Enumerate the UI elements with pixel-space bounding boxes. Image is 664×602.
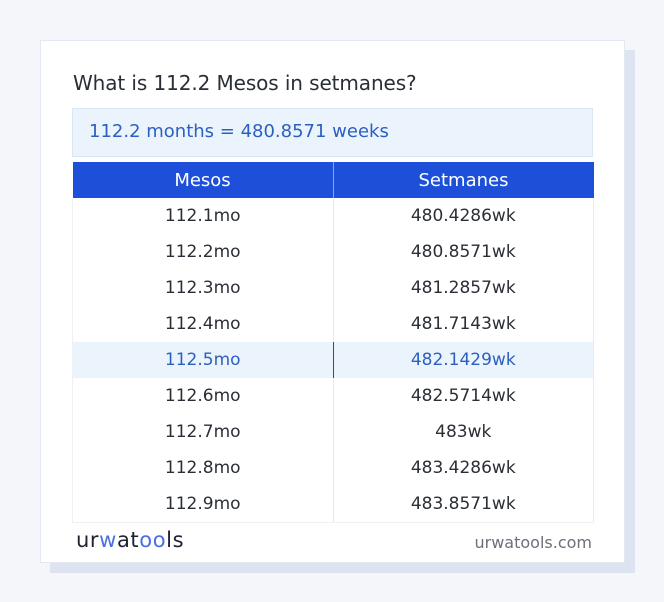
- result-text: 112.2 months = 480.8571 weeks: [89, 121, 389, 142]
- cell-weeks: 481.2857wk: [333, 270, 594, 306]
- cell-weeks: 483.4286wk: [333, 450, 594, 486]
- urwatools-logo[interactable]: urwatools: [76, 528, 184, 552]
- cell-weeks: 482.1429wk: [333, 342, 594, 378]
- header-mesos: Mesos: [72, 162, 334, 198]
- cell-months: 112.5mo: [72, 342, 334, 378]
- cell-months: 112.9mo: [72, 486, 334, 523]
- result-box: 112.2 months = 480.8571 weeks: [72, 108, 593, 157]
- converter-card: What is 112.2 Mesos in setmanes? 112.2 m…: [40, 40, 625, 563]
- site-link[interactable]: urwatools.com: [474, 533, 593, 552]
- cell-months: 112.3mo: [72, 270, 334, 306]
- cell-weeks: 483.8571wk: [333, 486, 594, 523]
- table-row: 112.4mo 481.7143wk: [72, 306, 594, 342]
- table-row: 112.1mo 480.4286wk: [72, 198, 594, 234]
- page-title: What is 112.2 Mesos in setmanes?: [73, 71, 417, 95]
- cell-weeks: 483wk: [333, 414, 594, 450]
- cell-weeks: 480.8571wk: [333, 234, 594, 270]
- table-row: 112.3mo 481.2857wk: [72, 270, 594, 306]
- table-row-highlighted: 112.5mo 482.1429wk: [72, 342, 594, 378]
- table-row: 112.2mo 480.8571wk: [72, 234, 594, 270]
- table-header-row: Mesos Setmanes: [72, 162, 594, 198]
- logo-part: ls: [166, 528, 185, 552]
- logo-part: ur: [76, 528, 100, 552]
- cell-months: 112.6mo: [72, 378, 334, 414]
- header-setmanes: Setmanes: [333, 162, 594, 198]
- cell-months: 112.8mo: [72, 450, 334, 486]
- cell-weeks: 480.4286wk: [333, 198, 594, 234]
- logo-part-accent: oo: [139, 528, 167, 552]
- table-row: 112.9mo 483.8571wk: [72, 486, 594, 523]
- conversion-table: Mesos Setmanes 112.1mo 480.4286wk 112.2mo…: [72, 162, 594, 523]
- cell-months: 112.2mo: [72, 234, 334, 270]
- cell-weeks: 481.7143wk: [333, 306, 594, 342]
- cell-weeks: 482.5714wk: [333, 378, 594, 414]
- cell-months: 112.7mo: [72, 414, 334, 450]
- cell-months: 112.4mo: [72, 306, 334, 342]
- logo-part: at: [116, 528, 140, 552]
- table-row: 112.7mo 483wk: [72, 414, 594, 450]
- cell-months: 112.1mo: [72, 198, 334, 234]
- table-row: 112.6mo 482.5714wk: [72, 378, 594, 414]
- table-row: 112.8mo 483.4286wk: [72, 450, 594, 486]
- logo-part-accent: w: [99, 528, 117, 552]
